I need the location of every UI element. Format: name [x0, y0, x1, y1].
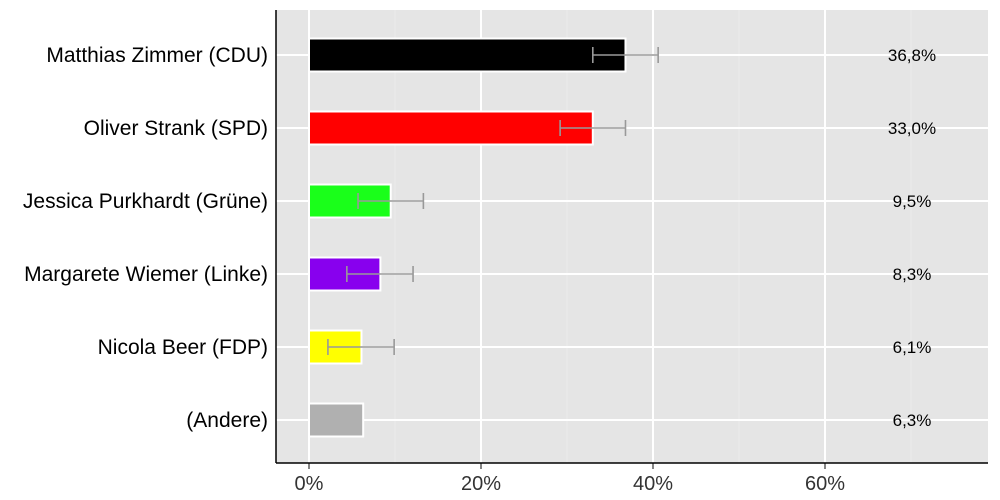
category-label: Jessica Purkhardt (Grüne) [23, 190, 268, 213]
value-label: 33,0% [888, 119, 936, 138]
error-bar [591, 47, 659, 63]
bar [308, 402, 365, 438]
category-label: Matthias Zimmer (CDU) [46, 44, 268, 67]
category-labels: Matthias Zimmer (CDU) Oliver Strank (SPD)… [23, 44, 268, 432]
value-label: 36,8% [888, 46, 936, 65]
bar [308, 110, 594, 146]
x-axis-ticks: 0% 20% 40% 60% [295, 463, 845, 495]
category-label: Oliver Strank (SPD) [84, 117, 268, 140]
value-label: 6,3% [893, 411, 932, 430]
error-bar [559, 120, 627, 136]
value-label: 8,3% [893, 265, 932, 284]
bar [308, 37, 627, 73]
plot-background [276, 10, 988, 463]
value-label: 9,5% [893, 192, 932, 211]
x-tick-label: 20% [461, 473, 501, 495]
category-label: (Andere) [186, 409, 268, 432]
value-labels: 36,8% 33,0% 9,5% 8,3% 6,1% 6,3% [888, 46, 936, 430]
x-tick-label: 60% [805, 473, 845, 495]
error-bar [357, 193, 425, 209]
x-tick-label: 40% [633, 473, 673, 495]
category-label: Margarete Wiemer (Linke) [24, 263, 268, 286]
error-bars [327, 47, 659, 355]
category-label: Nicola Beer (FDP) [98, 336, 268, 359]
error-bar [327, 339, 395, 355]
x-tick-label: 0% [295, 473, 324, 495]
value-label: 6,1% [893, 338, 932, 357]
error-bar [346, 266, 414, 282]
